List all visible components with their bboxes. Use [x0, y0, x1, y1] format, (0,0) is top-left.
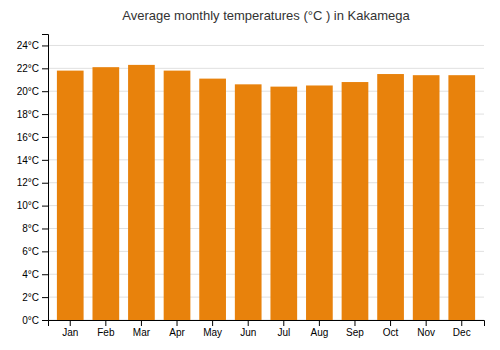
- y-tick-label: 22°C: [17, 63, 39, 74]
- y-tick-label: 4°C: [22, 269, 39, 280]
- bar: [377, 74, 404, 320]
- x-tick-label: Nov: [417, 327, 435, 338]
- chart-title: Average monthly temperatures (°C ) in Ka…: [122, 8, 410, 23]
- y-tick-mark: [42, 228, 48, 229]
- x-tick-label: Mar: [133, 327, 151, 338]
- x-tick-label: Jan: [62, 327, 78, 338]
- y-tick-mark: [42, 137, 48, 138]
- y-tick-label: 12°C: [17, 177, 39, 188]
- y-tick-mark: [42, 91, 48, 92]
- plot-root: 0°C 2°C 4°C 6°C 8°C 10°C 12°C 14°C 16°C 18°C 20°C 2…: [17, 35, 485, 339]
- x-tick-mark: [212, 320, 213, 326]
- y-tick-label: 16°C: [17, 132, 39, 143]
- bar: [448, 75, 475, 320]
- bar: [235, 84, 262, 320]
- y-axis: 0°C 2°C 4°C 6°C 8°C 10°C 12°C 14°C 16°C 18°C 20°C 2…: [17, 35, 49, 326]
- y-tick-mark: [42, 297, 48, 298]
- y-tick: 16°C: [17, 132, 48, 143]
- x-tick-mark: [248, 320, 249, 326]
- y-tick-label: 10°C: [17, 200, 39, 211]
- chart-svg: 0°C 2°C 4°C 6°C 8°C 10°C 12°C 14°C 16°C 18°C 20°C 2…: [0, 0, 500, 350]
- y-tick-label: 8°C: [22, 223, 39, 234]
- x-tick-mark: [319, 320, 320, 326]
- bar: [306, 85, 333, 320]
- x-tick-label: Apr: [169, 327, 185, 338]
- x-axis-line: [49, 321, 485, 327]
- y-tick: 2°C: [22, 292, 48, 303]
- y-tick-mark: [42, 251, 48, 252]
- y-tick-mark: [42, 274, 48, 275]
- x-tick-label: Oct: [383, 327, 399, 338]
- x-tick-mark: [105, 320, 106, 326]
- y-axis-line: [42, 35, 49, 321]
- x-tick-mark: [141, 320, 142, 326]
- y-tick-mark: [42, 183, 48, 184]
- bar: [128, 65, 155, 320]
- y-tick: 8°C: [22, 223, 48, 234]
- grid: [48, 45, 484, 320]
- y-tick-mark: [42, 160, 48, 161]
- x-tick: Jun: [240, 320, 256, 338]
- y-tick-label: 0°C: [22, 315, 39, 326]
- x-tick-mark: [70, 320, 71, 326]
- x-tick-mark: [390, 320, 391, 326]
- x-tick-label: Jul: [277, 327, 290, 338]
- bar: [164, 71, 191, 320]
- y-tick: 12°C: [17, 177, 48, 188]
- x-tick-label: Sep: [346, 327, 364, 338]
- x-tick: Aug: [310, 320, 328, 338]
- x-tick-mark: [283, 320, 284, 326]
- x-tick: Dec: [453, 320, 471, 338]
- x-tick-label: Feb: [97, 327, 115, 338]
- y-tick: 10°C: [17, 200, 48, 211]
- x-tick-label: Aug: [310, 327, 328, 338]
- x-axis: Jan Feb Mar Apr May Jun Jul Aug Sep Oct Nov Dec: [49, 320, 485, 338]
- bar: [57, 71, 84, 320]
- grid-line: [48, 45, 484, 46]
- y-tick-label: 2°C: [22, 292, 39, 303]
- y-tick: 18°C: [17, 109, 48, 120]
- chart-container: 0°C 2°C 4°C 6°C 8°C 10°C 12°C 14°C 16°C 18°C 20°C 2…: [0, 0, 500, 350]
- y-tick-mark: [42, 320, 48, 321]
- x-tick: Feb: [97, 320, 115, 338]
- y-tick: 6°C: [22, 246, 48, 257]
- y-tick: 24°C: [17, 40, 48, 51]
- y-tick: 20°C: [17, 86, 48, 97]
- x-tick-label: Dec: [453, 327, 471, 338]
- x-tick-mark: [354, 320, 355, 326]
- bar: [92, 67, 119, 320]
- x-tick-mark: [177, 320, 178, 326]
- y-tick: 4°C: [22, 269, 48, 280]
- bars: [57, 65, 475, 320]
- bar: [342, 82, 369, 320]
- y-tick-label: 18°C: [17, 109, 39, 120]
- x-tick: Mar: [133, 320, 151, 338]
- y-tick: 0°C: [22, 315, 48, 326]
- bar: [270, 87, 297, 320]
- y-tick-mark: [42, 45, 48, 46]
- x-tick: Nov: [417, 320, 435, 338]
- bar: [199, 79, 226, 320]
- y-tick: 22°C: [17, 63, 48, 74]
- x-tick-label: May: [203, 327, 222, 338]
- bar: [413, 75, 440, 320]
- x-tick: Jan: [62, 320, 78, 338]
- x-tick: Jul: [277, 320, 290, 338]
- x-tick: Apr: [169, 320, 185, 338]
- y-tick: 14°C: [17, 155, 48, 166]
- y-tick-label: 20°C: [17, 86, 39, 97]
- y-tick-label: 24°C: [17, 40, 39, 51]
- x-tick: May: [203, 320, 222, 338]
- y-tick-label: 6°C: [22, 246, 39, 257]
- x-tick-mark: [461, 320, 462, 326]
- x-tick-label: Jun: [240, 327, 256, 338]
- y-tick-mark: [42, 68, 48, 69]
- y-tick-label: 14°C: [17, 155, 39, 166]
- x-tick-mark: [426, 320, 427, 326]
- x-tick: Sep: [346, 320, 364, 338]
- y-tick-mark: [42, 114, 48, 115]
- x-tick: Oct: [383, 320, 399, 338]
- y-tick-mark: [42, 206, 48, 207]
